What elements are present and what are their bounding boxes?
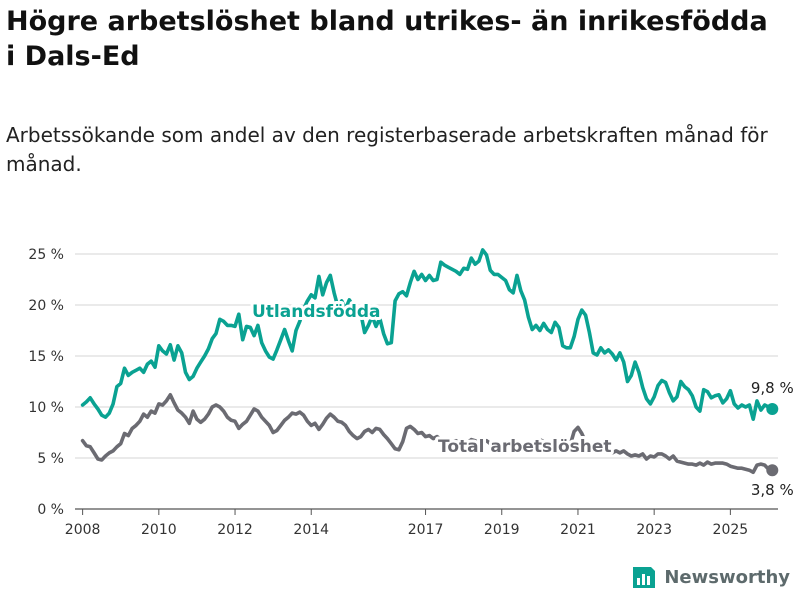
end-point-total-arbetsloshet — [766, 464, 779, 477]
y-tick-label: 5 % — [37, 451, 64, 467]
y-tick-label: 0 % — [37, 502, 64, 518]
x-tick-label: 2017 — [408, 522, 444, 538]
y-tick-label: 25 % — [28, 247, 64, 263]
brand-name: Newsworthy — [664, 566, 790, 588]
x-tick-label: 2014 — [293, 522, 329, 538]
y-tick-label: 20 % — [28, 298, 64, 314]
bar-chart-logo-icon — [633, 567, 656, 588]
chart-title: Högre arbetslöshet bland utrikes- än inr… — [6, 6, 768, 72]
end-value-label-total-arbetsloshet: 3,8 % — [751, 481, 794, 499]
x-tick-label: 2021 — [560, 522, 596, 538]
chart-subtitle: Arbetssökande som andel av den registerb… — [6, 123, 768, 176]
x-tick-label: 2012 — [217, 522, 253, 538]
series-line-total-arbetsloshet — [80, 393, 775, 475]
series-label-total-arbetsloshet: Total arbetslöshet — [438, 437, 612, 457]
end-value-label-utlandsfodda: 9,8 % — [751, 379, 794, 397]
x-tick-label: 2008 — [65, 522, 101, 538]
x-tick-label: 2025 — [713, 522, 749, 538]
x-tick-label: 2019 — [484, 522, 520, 538]
end-point-utlandsfodda — [766, 403, 779, 416]
newsworthy-logo[interactable]: Newsworthy — [631, 564, 790, 590]
y-tick-label: 10 % — [28, 400, 64, 416]
series-line-utlandsfodda — [80, 248, 775, 421]
series-label-utlandsfodda: Utlandsfödda — [252, 302, 381, 322]
y-tick-label: 15 % — [28, 349, 64, 365]
x-tick-label: 2023 — [636, 522, 672, 538]
x-tick-label: 2010 — [141, 522, 177, 538]
